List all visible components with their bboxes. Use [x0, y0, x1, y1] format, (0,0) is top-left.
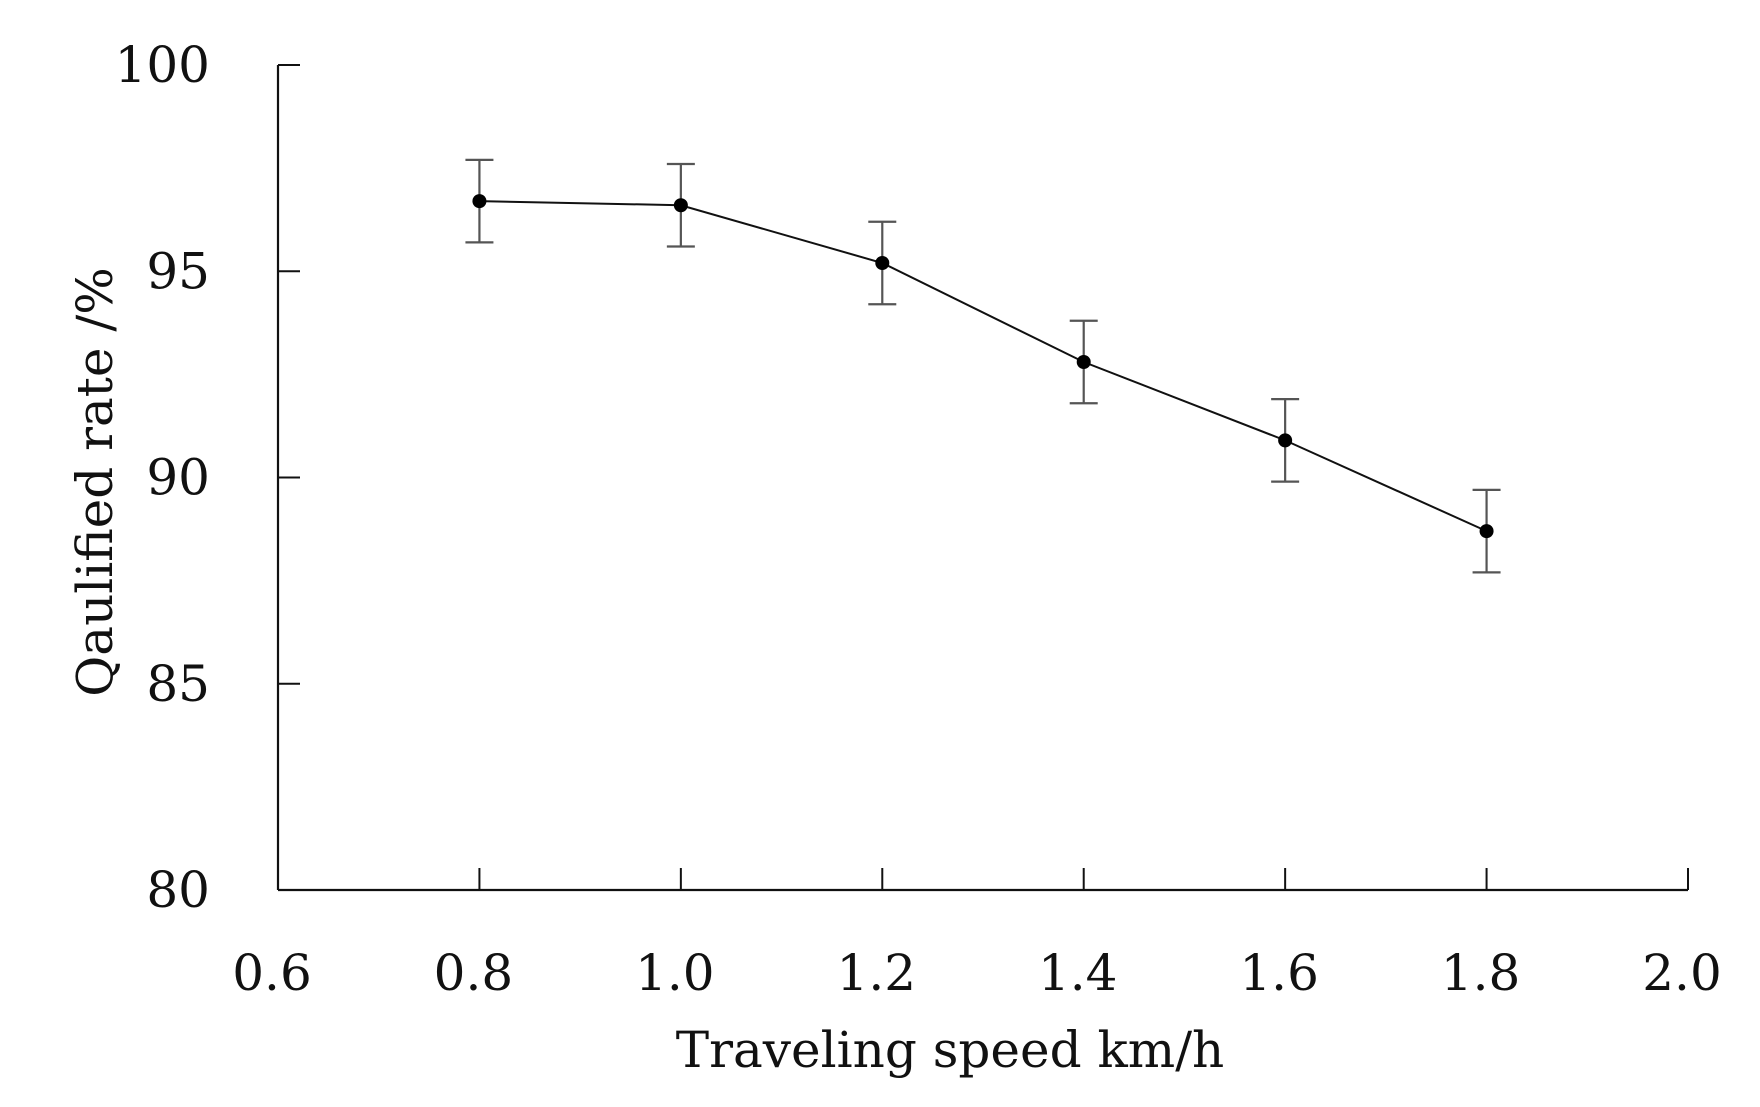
x-tick-label: 0.8 [434, 944, 514, 1002]
x-tick-label: 1.0 [635, 944, 715, 1002]
data-point [472, 194, 487, 209]
series-line [479, 200, 1487, 533]
y-tick-label: 80 [146, 861, 210, 919]
x-axis-title: Traveling speed km/h [676, 1021, 1225, 1079]
data-point [875, 256, 890, 270]
x-tick-label: 0.6 [232, 944, 312, 1002]
x-tick-label: 2.0 [1642, 944, 1722, 1002]
y-tick-label: 90 [146, 449, 210, 507]
x-tick-label: 1.6 [1239, 944, 1319, 1002]
data-point [1479, 524, 1494, 539]
y-tick-label: 85 [146, 655, 210, 713]
y-tick-label: 95 [146, 242, 210, 300]
data-point [673, 198, 688, 213]
axes: 80 85 90 95 100 0.6 0.8 1.0 1.2 1.4 1.6 1.8 2.0 [115, 36, 1722, 1002]
y-axis-title: Qaulified rate /% [66, 267, 124, 696]
data-point [1278, 433, 1293, 448]
x-tick-label: 1.2 [837, 944, 917, 1002]
axis-labels: Traveling speed km/h Qaulified rate /% [66, 267, 1224, 1079]
data-point [1076, 355, 1091, 369]
series [465, 158, 1501, 574]
y-tick-label: 100 [115, 36, 210, 94]
x-tick-label: 1.4 [1038, 944, 1118, 1002]
x-tick-label: 1.8 [1441, 944, 1521, 1002]
